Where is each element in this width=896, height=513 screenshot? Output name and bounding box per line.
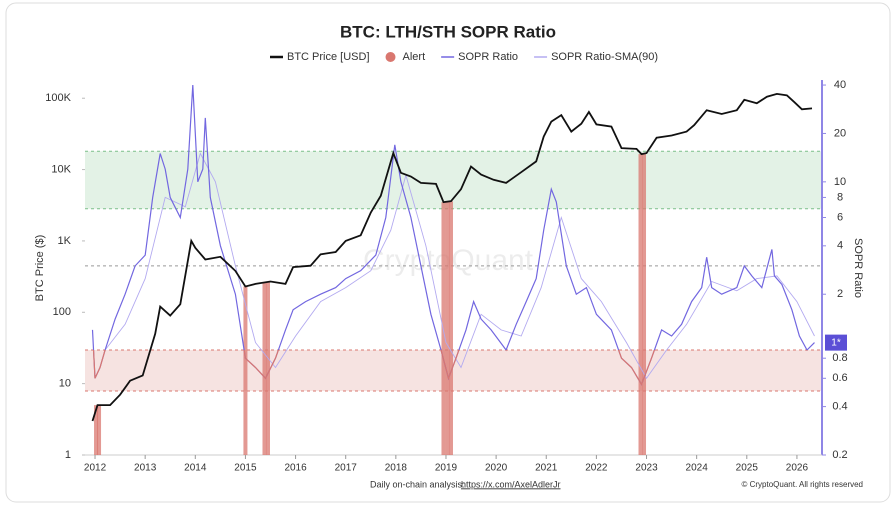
x-tick-label: 2015 xyxy=(234,463,257,474)
alert-bar xyxy=(262,282,267,455)
series-line-low xyxy=(92,349,808,386)
alert-bar xyxy=(642,153,647,455)
y-tick-label: 1 xyxy=(65,449,71,461)
y2-tick-label: 10 xyxy=(834,176,846,188)
y2-tick-label: 0.4 xyxy=(832,401,847,413)
x-tick-label: 2022 xyxy=(585,463,608,474)
y-tick-label: 10K xyxy=(51,163,71,175)
legend-label: SOPR Ratio xyxy=(458,51,518,63)
alert-bar xyxy=(448,201,453,455)
x-tick-label: 2021 xyxy=(535,463,558,474)
series-line xyxy=(104,152,815,380)
current-value-label: 1* xyxy=(831,337,841,348)
y-tick-label: 100 xyxy=(53,306,71,318)
y2-tick-label: 0.2 xyxy=(832,449,847,461)
x-tick-label: 2019 xyxy=(435,463,458,474)
legend-label: BTC Price [USD] xyxy=(287,51,370,63)
alert-bar xyxy=(243,286,248,455)
y2-tick-label: 2 xyxy=(837,288,843,300)
y2-tick-label: 6 xyxy=(837,211,843,223)
y-tick-label: 1K xyxy=(58,235,72,247)
y-tick-label: 100K xyxy=(45,92,71,104)
y2-axis-title: SOPR Ratio xyxy=(852,238,864,298)
y2-tick-label: 40 xyxy=(834,79,846,91)
y2-tick-label: 20 xyxy=(834,127,846,139)
footer-note: Daily on-chain analysis: xyxy=(370,479,465,489)
chart-title: BTC: LTH/STH SOPR Ratio xyxy=(340,22,556,41)
current-value-box xyxy=(825,334,847,351)
zone xyxy=(85,151,822,209)
y-axis-title: BTC Price ($) xyxy=(34,235,46,302)
alert-bar xyxy=(638,154,643,455)
x-tick-label: 2016 xyxy=(284,463,307,474)
legend-swatch xyxy=(385,52,396,62)
footer-link[interactable]: https://x.com/AxelAdlerJr xyxy=(461,479,561,489)
copyright: © CryptoQuant. All rights reserved xyxy=(742,480,864,489)
x-tick-label: 2018 xyxy=(385,463,408,474)
alert-bar xyxy=(445,201,450,455)
y2-tick-label: 8 xyxy=(837,191,843,203)
x-tick-label: 2025 xyxy=(736,463,759,474)
x-tick-label: 2012 xyxy=(84,463,107,474)
x-tick-label: 2026 xyxy=(786,463,809,474)
series-line xyxy=(91,92,813,422)
x-tick-label: 2020 xyxy=(485,463,508,474)
alert-bar xyxy=(97,405,102,455)
x-tick-label: 2013 xyxy=(134,463,157,474)
zone xyxy=(85,349,822,392)
x-tick-label: 2023 xyxy=(635,463,658,474)
y2-tick-label: 0.6 xyxy=(832,372,847,384)
x-tick-label: 2014 xyxy=(184,463,207,474)
y2-tick-label: 0.8 xyxy=(832,352,847,364)
x-tick-label: 2024 xyxy=(686,463,709,474)
y-tick-label: 10 xyxy=(59,378,71,390)
y2-tick-label: 4 xyxy=(837,240,843,252)
alert-bar xyxy=(265,282,270,455)
legend-label: Alert xyxy=(403,51,426,63)
legend-label: SOPR Ratio-SMA(90) xyxy=(551,51,658,63)
x-tick-label: 2017 xyxy=(335,463,358,474)
alert-bar xyxy=(94,405,99,455)
